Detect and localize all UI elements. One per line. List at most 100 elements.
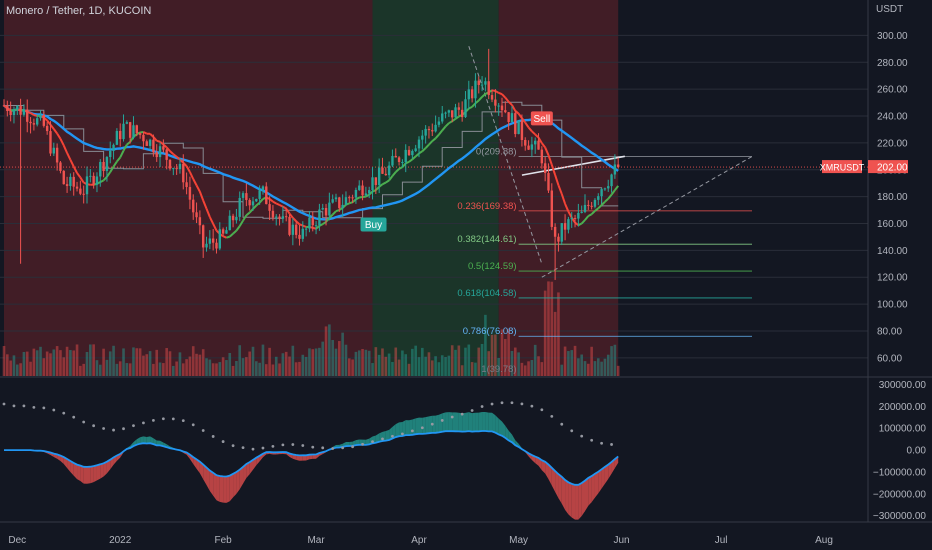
volume-bar bbox=[301, 354, 305, 376]
osc-dot bbox=[301, 444, 305, 447]
price-axis[interactable]: USDT300.00280.00260.00240.00220.00200.00… bbox=[820, 4, 927, 522]
fast-ma-segment bbox=[604, 198, 609, 203]
fast-ma-segment bbox=[594, 207, 599, 212]
osc-area bbox=[428, 415, 433, 434]
osc-area bbox=[203, 464, 207, 486]
osc-dot bbox=[351, 445, 354, 449]
fast-ma-segment bbox=[335, 209, 340, 213]
candle-body bbox=[348, 197, 351, 199]
fast-ma-segment bbox=[382, 181, 387, 186]
fibonacci-retracement[interactable]: 0(209.88) 0.236(169.38) 0.382(144.61) 0.5(1… bbox=[457, 147, 752, 375]
osc-tick-label: −300000.00 bbox=[873, 511, 927, 522]
osc-area bbox=[209, 470, 214, 496]
osc-area bbox=[611, 459, 615, 474]
fast-ma-segment bbox=[351, 198, 357, 203]
volume-bar bbox=[201, 349, 205, 376]
candle-body bbox=[251, 201, 255, 206]
current-price-badge bbox=[868, 160, 908, 174]
volume-bar bbox=[165, 348, 168, 376]
osc-area bbox=[292, 454, 297, 460]
volume-bar bbox=[235, 360, 238, 376]
fast-ma-segment bbox=[391, 171, 397, 177]
volume-bar bbox=[35, 350, 39, 376]
osc-tick-label: −200000.00 bbox=[873, 489, 927, 500]
osc-area bbox=[505, 425, 509, 441]
osc-dot bbox=[42, 406, 46, 410]
candle-body bbox=[211, 238, 215, 243]
volume-bar bbox=[211, 363, 215, 376]
trend-lines[interactable] bbox=[0, 46, 868, 278]
fast-ma-segment bbox=[152, 136, 158, 142]
candle-body bbox=[12, 109, 16, 116]
osc-dot bbox=[241, 446, 245, 450]
fast-ma-segment bbox=[52, 128, 58, 135]
osc-dot bbox=[500, 401, 504, 405]
osc-area bbox=[253, 457, 257, 470]
fast-ma-segment bbox=[268, 198, 274, 203]
osc-area bbox=[239, 466, 244, 490]
candle-body bbox=[162, 146, 165, 150]
candle-body bbox=[22, 109, 26, 115]
price-tick-label: 240.00 bbox=[877, 112, 908, 123]
candle-body bbox=[291, 224, 295, 235]
osc-dot bbox=[191, 423, 195, 427]
volume-bar bbox=[474, 362, 477, 376]
volume-bar bbox=[573, 345, 577, 376]
osc-area bbox=[93, 465, 97, 483]
candle-body bbox=[500, 105, 504, 111]
fast-ma-segment bbox=[275, 202, 280, 206]
trend-zones bbox=[4, 0, 619, 376]
volume-bar bbox=[354, 351, 358, 376]
volume-bar bbox=[148, 351, 152, 376]
candle-body bbox=[583, 204, 587, 212]
volume-bar bbox=[284, 351, 288, 376]
candle-body bbox=[62, 170, 65, 185]
volume-bar bbox=[304, 356, 308, 376]
osc-area bbox=[405, 420, 410, 436]
fast-ma-segment bbox=[109, 166, 115, 173]
candle-body bbox=[265, 186, 268, 205]
candle-body bbox=[331, 199, 334, 203]
osc-area bbox=[601, 466, 605, 489]
volume-bar bbox=[152, 363, 155, 376]
volume-bar bbox=[29, 361, 32, 376]
volume-bar bbox=[69, 350, 72, 376]
volume-bar bbox=[533, 344, 537, 376]
candle-body bbox=[158, 146, 162, 158]
volume-bar bbox=[198, 354, 202, 376]
fast-ma-segment bbox=[590, 210, 596, 215]
volume-bar bbox=[65, 346, 69, 376]
osc-area bbox=[415, 417, 419, 435]
time-axis[interactable]: Dec 2022 Feb Mar Apr May Jun Jul Aug bbox=[8, 535, 833, 546]
volume-bar bbox=[387, 353, 391, 376]
volume-bar bbox=[523, 365, 527, 376]
candle-body bbox=[258, 190, 261, 199]
candle-body bbox=[341, 204, 344, 209]
fast-ma-segment bbox=[149, 133, 155, 138]
candle-body bbox=[527, 145, 530, 150]
volume-bar bbox=[122, 348, 125, 376]
osc-area bbox=[485, 411, 489, 432]
volume-bar bbox=[135, 348, 139, 376]
fast-ma-segment bbox=[378, 183, 384, 188]
osc-dot bbox=[181, 419, 185, 423]
volume-bar bbox=[596, 358, 600, 376]
volume-bar bbox=[507, 329, 510, 376]
osc-dot bbox=[430, 422, 434, 426]
fast-ma-segment bbox=[122, 144, 128, 152]
candle-body bbox=[32, 123, 36, 125]
candle-body bbox=[92, 175, 95, 185]
osc-area bbox=[551, 467, 556, 492]
osc-area bbox=[538, 457, 542, 471]
candle-body bbox=[328, 202, 331, 216]
osc-dot bbox=[142, 421, 145, 425]
fast-ma-segment bbox=[331, 210, 337, 216]
volume-bar bbox=[245, 357, 248, 376]
volume-bar bbox=[347, 358, 351, 376]
volume-bar bbox=[553, 311, 557, 376]
volume-bar bbox=[454, 349, 457, 376]
candle-body bbox=[387, 165, 391, 176]
volume-bar bbox=[52, 349, 56, 376]
candle-body bbox=[484, 81, 487, 85]
